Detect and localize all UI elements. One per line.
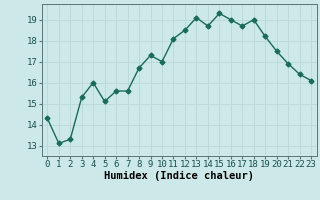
X-axis label: Humidex (Indice chaleur): Humidex (Indice chaleur) xyxy=(104,171,254,181)
